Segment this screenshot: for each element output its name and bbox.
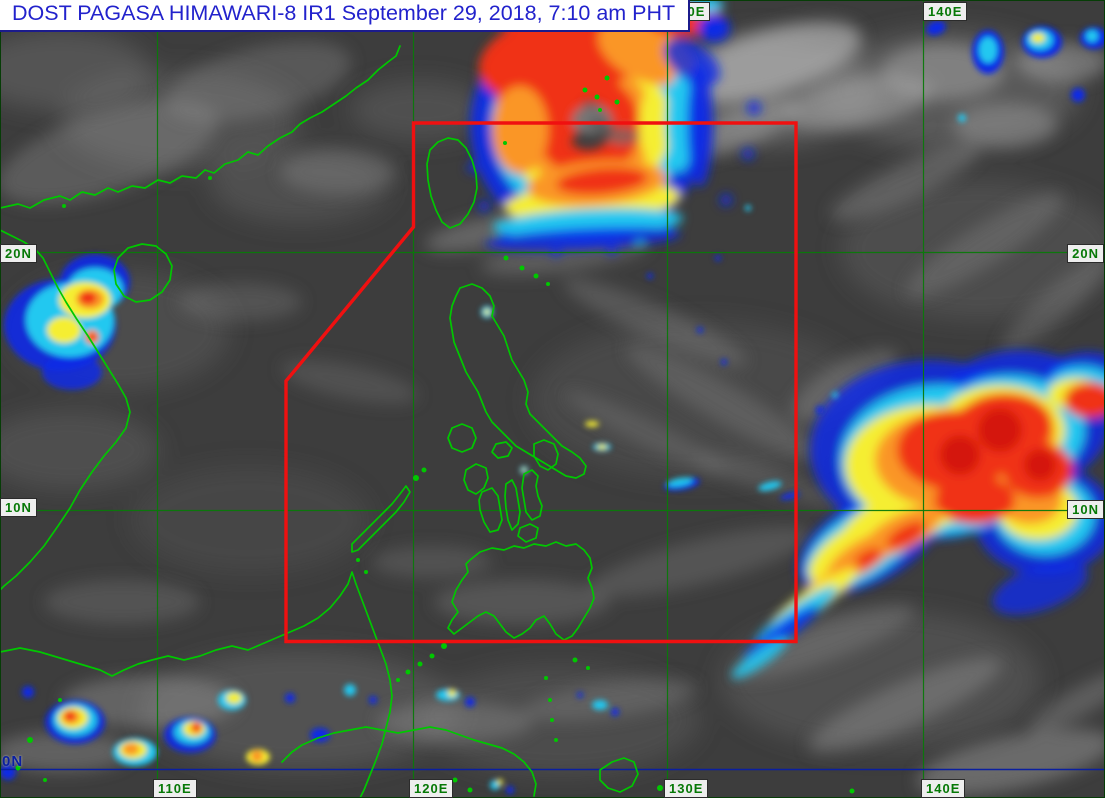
panay-island — [463, 463, 489, 495]
grid-label-140e-bottom: 140E — [921, 779, 966, 798]
grid-label-20n-right: 20N — [1067, 244, 1104, 263]
palawan-island — [351, 485, 411, 553]
title-bar: DOST PAGASA HIMAWARI-8 IR1 September 29,… — [0, 0, 691, 32]
mindanao-island — [447, 541, 595, 641]
pacific-scattered-cells — [481, 20, 1105, 500]
gray-clouds-layer — [0, 21, 1105, 795]
china-coastline — [0, 45, 401, 209]
sulawesi-north-arm — [281, 726, 537, 797]
grid-label-130e-bottom: 130E — [664, 779, 709, 798]
borneo-coastline — [0, 571, 393, 798]
grid-label-10n-left: 10N — [0, 498, 37, 517]
vietnam-coastline — [0, 229, 131, 591]
hainan-island — [113, 243, 173, 303]
bohol-island — [517, 523, 539, 543]
halmahera-island — [599, 757, 639, 793]
masbate-island — [491, 441, 513, 459]
par-boundary-polygon — [284, 121, 798, 644]
taiwan-island — [426, 137, 478, 229]
typhoon-cloud-system — [467, 0, 761, 257]
eastern-storm-system — [731, 350, 1105, 679]
grid-label-120e-bottom: 120E — [409, 779, 454, 798]
leyte-island — [521, 469, 543, 521]
mindoro-island — [447, 423, 477, 453]
borneo-storm-cells — [0, 684, 619, 794]
luzon-island — [449, 283, 587, 479]
grid-label-140e-top: 140E — [923, 2, 968, 21]
grid-label-110e-bottom: 110E — [153, 779, 197, 798]
grid-label-0n-equator: 0N — [2, 753, 24, 770]
title-text: DOST PAGASA HIMAWARI-8 IR1 September 29,… — [12, 1, 676, 25]
grid-label-20n-left: 20N — [0, 244, 37, 263]
cebu-island — [504, 479, 521, 531]
samar-island — [533, 439, 559, 471]
negros-island — [478, 487, 503, 533]
grid-label-10n-right: 10N — [1067, 500, 1104, 519]
vietnam-coast-storm-cell — [4, 254, 130, 390]
